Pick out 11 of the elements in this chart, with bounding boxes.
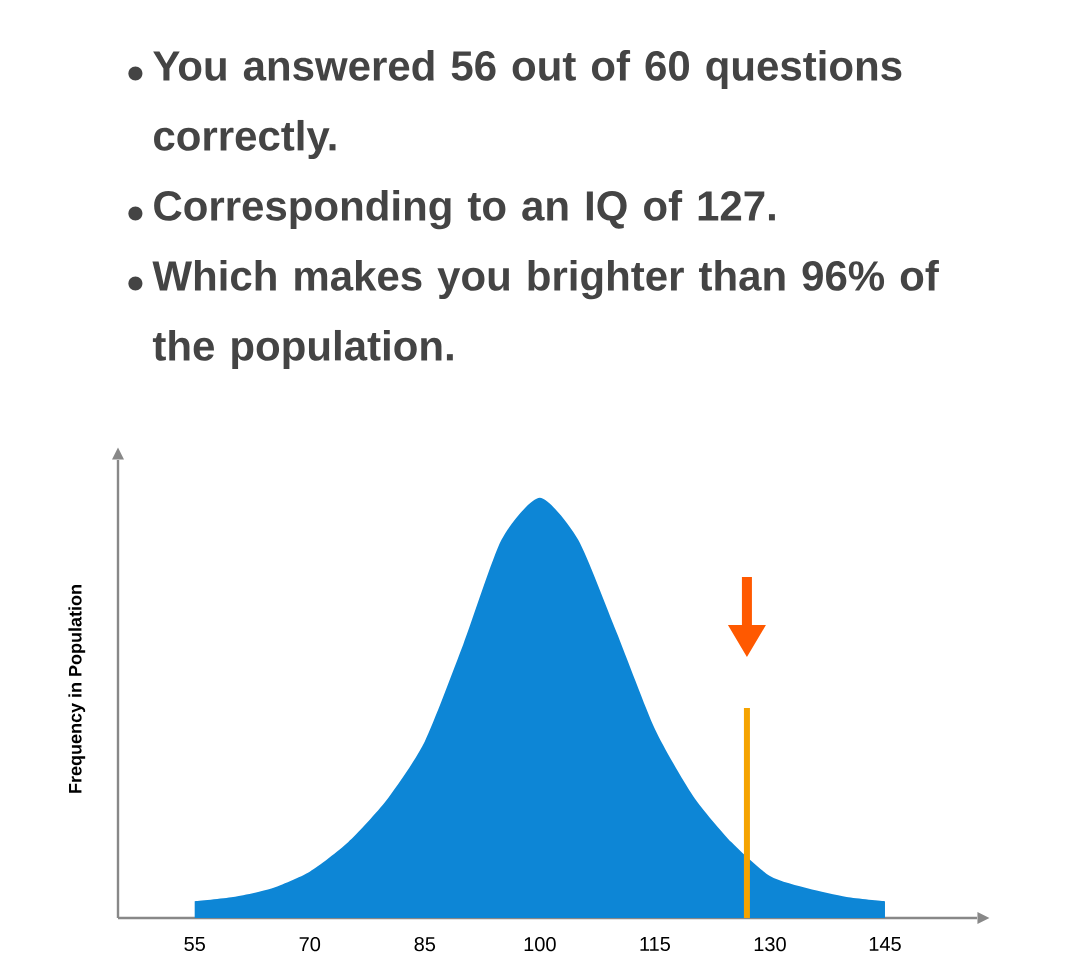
x-tick-label: 100 xyxy=(524,937,556,952)
x-tick-label: 55 xyxy=(184,937,205,952)
text: Which makes you brighter than 96% of the population. xyxy=(152,259,939,370)
x-tick-label: 70 xyxy=(299,937,321,952)
x-tick-label: 115 xyxy=(640,937,670,952)
x-tick-label: 145 xyxy=(869,937,901,952)
x-tick-label: 85 xyxy=(414,937,436,952)
text: Corresponding to an IQ of 127. xyxy=(154,189,775,230)
y-axis-title: Frequency in Population xyxy=(68,585,86,793)
x-tick-label: 130 xyxy=(754,937,786,952)
text: You answered 56 out of 60 questions correctly. xyxy=(153,49,902,160)
